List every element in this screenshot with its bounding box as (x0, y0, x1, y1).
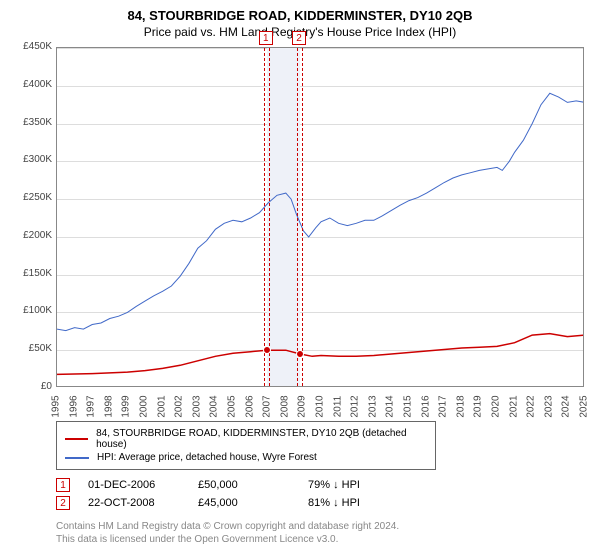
y-axis-label: £100K (12, 305, 52, 316)
x-axis-label: 2005 (227, 392, 238, 422)
x-axis-label: 2004 (209, 392, 220, 422)
row-date: 01-DEC-2006 (88, 479, 198, 491)
x-axis-label: 2020 (491, 392, 502, 422)
attribution: Contains HM Land Registry data © Crown c… (56, 520, 588, 546)
x-axis-label: 2024 (561, 392, 572, 422)
sale-dot-1 (263, 346, 271, 354)
legend-swatch-hpi (65, 457, 89, 459)
x-axis-label: 2017 (438, 392, 449, 422)
legend: 84, STOURBRIDGE ROAD, KIDDERMINSTER, DY1… (56, 421, 436, 470)
y-axis-label: £400K (12, 79, 52, 90)
chart-title: 84, STOURBRIDGE ROAD, KIDDERMINSTER, DY1… (12, 8, 588, 23)
row-marker-icon: 1 (56, 478, 70, 492)
x-axis-label: 2011 (332, 392, 343, 422)
x-axis-label: 1997 (86, 392, 97, 422)
line-chart-svg (57, 48, 584, 387)
x-axis-label: 2025 (579, 392, 590, 422)
x-axis-label: 1995 (51, 392, 62, 422)
x-axis-label: 2012 (350, 392, 361, 422)
legend-text-hpi: HPI: Average price, detached house, Wyre… (97, 452, 317, 463)
sale-table: 1 01-DEC-2006£50,00079% ↓ HPI 2 22-OCT-2008… (56, 478, 588, 510)
y-axis-label: £350K (12, 117, 52, 128)
x-axis-label: 2010 (315, 392, 326, 422)
legend-text-price: 84, STOURBRIDGE ROAD, KIDDERMINSTER, DY1… (96, 428, 427, 450)
sale-dot-2 (296, 350, 304, 358)
sale-marker-2: 2 (292, 31, 306, 45)
x-axis-label: 2007 (262, 392, 273, 422)
x-axis-label: 2022 (526, 392, 537, 422)
plot-region (56, 47, 584, 387)
sale-marker-1: 1 (259, 31, 273, 45)
x-axis-label: 1998 (103, 392, 114, 422)
row-date: 22-OCT-2008 (88, 497, 198, 509)
row-pct: 79% ↓ HPI (308, 479, 418, 491)
x-axis-label: 2009 (297, 392, 308, 422)
x-axis-label: 2023 (543, 392, 554, 422)
series-price_paid (57, 334, 584, 375)
row-pct: 81% ↓ HPI (308, 497, 418, 509)
x-axis-label: 2014 (385, 392, 396, 422)
y-axis-label: £150K (12, 268, 52, 279)
table-row: 1 01-DEC-2006£50,00079% ↓ HPI (56, 478, 588, 492)
x-axis-label: 2002 (174, 392, 185, 422)
x-axis-label: 2018 (455, 392, 466, 422)
y-axis-label: £450K (12, 41, 52, 52)
x-axis-label: 1996 (68, 392, 79, 422)
row-price: £50,000 (198, 479, 308, 491)
x-axis-label: 2013 (367, 392, 378, 422)
x-axis-label: 2006 (244, 392, 255, 422)
legend-swatch-price (65, 438, 88, 440)
x-axis-label: 2019 (473, 392, 484, 422)
x-axis-label: 2008 (279, 392, 290, 422)
x-axis-label: 2021 (508, 392, 519, 422)
chart-area: £0 £50K £100K £150K £200K £250K £300K £350K £400… (12, 43, 588, 413)
y-axis-label: £250K (12, 192, 52, 203)
series-hpi (57, 93, 584, 330)
row-marker-icon: 2 (56, 496, 70, 510)
x-axis-label: 1999 (121, 392, 132, 422)
x-axis-label: 2000 (139, 392, 150, 422)
table-row: 2 22-OCT-2008£45,00081% ↓ HPI (56, 496, 588, 510)
x-axis-label: 2015 (403, 392, 414, 422)
attribution-line2: This data is licensed under the Open Gov… (56, 533, 588, 546)
row-price: £45,000 (198, 497, 308, 509)
attribution-line1: Contains HM Land Registry data © Crown c… (56, 520, 588, 533)
y-axis-label: £50K (12, 343, 52, 354)
x-axis-label: 2016 (420, 392, 431, 422)
x-axis-label: 2001 (156, 392, 167, 422)
x-axis-label: 2003 (191, 392, 202, 422)
y-axis-label: £300K (12, 154, 52, 165)
y-axis-label: £0 (12, 381, 52, 392)
legend-item-hpi: HPI: Average price, detached house, Wyre… (65, 452, 427, 463)
y-axis-label: £200K (12, 230, 52, 241)
legend-item-price: 84, STOURBRIDGE ROAD, KIDDERMINSTER, DY1… (65, 428, 427, 450)
